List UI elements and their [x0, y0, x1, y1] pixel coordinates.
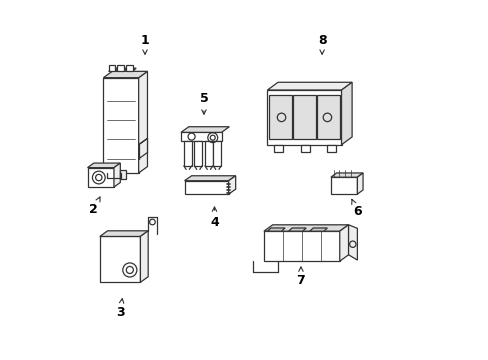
Polygon shape — [317, 95, 339, 139]
Text: 1: 1 — [141, 34, 149, 54]
Polygon shape — [348, 225, 357, 260]
Polygon shape — [327, 145, 336, 153]
Polygon shape — [117, 65, 123, 71]
Polygon shape — [357, 173, 362, 194]
Polygon shape — [274, 145, 283, 153]
Polygon shape — [213, 141, 221, 166]
Polygon shape — [183, 141, 191, 166]
Polygon shape — [181, 132, 221, 141]
Polygon shape — [339, 225, 348, 261]
Polygon shape — [269, 95, 291, 139]
Polygon shape — [330, 173, 362, 177]
Polygon shape — [293, 95, 315, 139]
Polygon shape — [108, 68, 118, 71]
Polygon shape — [126, 68, 136, 71]
Polygon shape — [87, 168, 114, 187]
Text: 6: 6 — [351, 199, 361, 218]
Text: 7: 7 — [296, 267, 305, 287]
Text: 8: 8 — [317, 34, 326, 54]
Polygon shape — [87, 163, 120, 168]
Polygon shape — [267, 90, 341, 145]
Polygon shape — [114, 163, 120, 187]
Polygon shape — [330, 177, 357, 194]
Polygon shape — [140, 231, 148, 282]
Polygon shape — [117, 68, 127, 71]
Polygon shape — [341, 82, 351, 145]
Polygon shape — [309, 228, 327, 231]
Polygon shape — [139, 138, 147, 159]
Polygon shape — [184, 181, 228, 194]
Polygon shape — [264, 231, 339, 261]
Text: 4: 4 — [210, 207, 219, 229]
Polygon shape — [264, 225, 348, 231]
Text: 5: 5 — [199, 93, 208, 114]
Polygon shape — [103, 78, 139, 173]
Polygon shape — [288, 228, 305, 231]
Polygon shape — [228, 176, 235, 194]
Polygon shape — [194, 141, 202, 166]
Polygon shape — [300, 145, 309, 153]
Polygon shape — [103, 71, 147, 78]
Polygon shape — [267, 228, 285, 231]
Text: 2: 2 — [89, 197, 100, 216]
Polygon shape — [184, 176, 235, 181]
Text: 3: 3 — [116, 299, 124, 319]
Polygon shape — [181, 127, 229, 132]
Polygon shape — [204, 141, 212, 166]
Polygon shape — [139, 71, 147, 173]
Polygon shape — [267, 82, 351, 90]
Polygon shape — [100, 231, 148, 237]
Polygon shape — [108, 65, 115, 71]
Polygon shape — [120, 170, 125, 179]
Polygon shape — [100, 237, 140, 282]
Polygon shape — [126, 65, 132, 71]
